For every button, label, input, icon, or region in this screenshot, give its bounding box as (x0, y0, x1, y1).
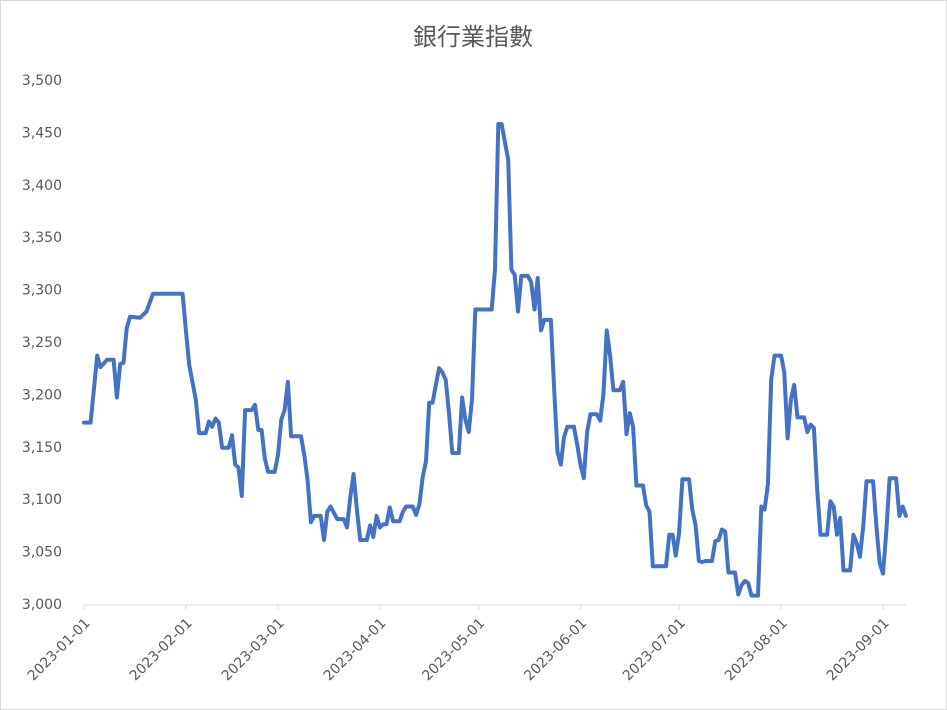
y-tick-label: 3,500 (22, 73, 62, 89)
y-tick-label: 3,450 (22, 125, 62, 141)
y-tick-label: 3,250 (22, 335, 62, 351)
data-line (82, 122, 908, 598)
y-tick-label: 3,150 (22, 440, 62, 456)
y-tick-label: 3,050 (22, 545, 62, 561)
y-tick-label: 3,100 (22, 492, 62, 508)
y-tick-label: 3,400 (22, 178, 62, 194)
y-tick-label: 3,350 (22, 230, 62, 246)
y-tick-label: 3,300 (22, 283, 62, 299)
y-tick-label: 3,200 (22, 387, 62, 403)
chart-title: 銀行業指數 (413, 23, 533, 51)
y-tick-label: 3,000 (22, 597, 62, 613)
